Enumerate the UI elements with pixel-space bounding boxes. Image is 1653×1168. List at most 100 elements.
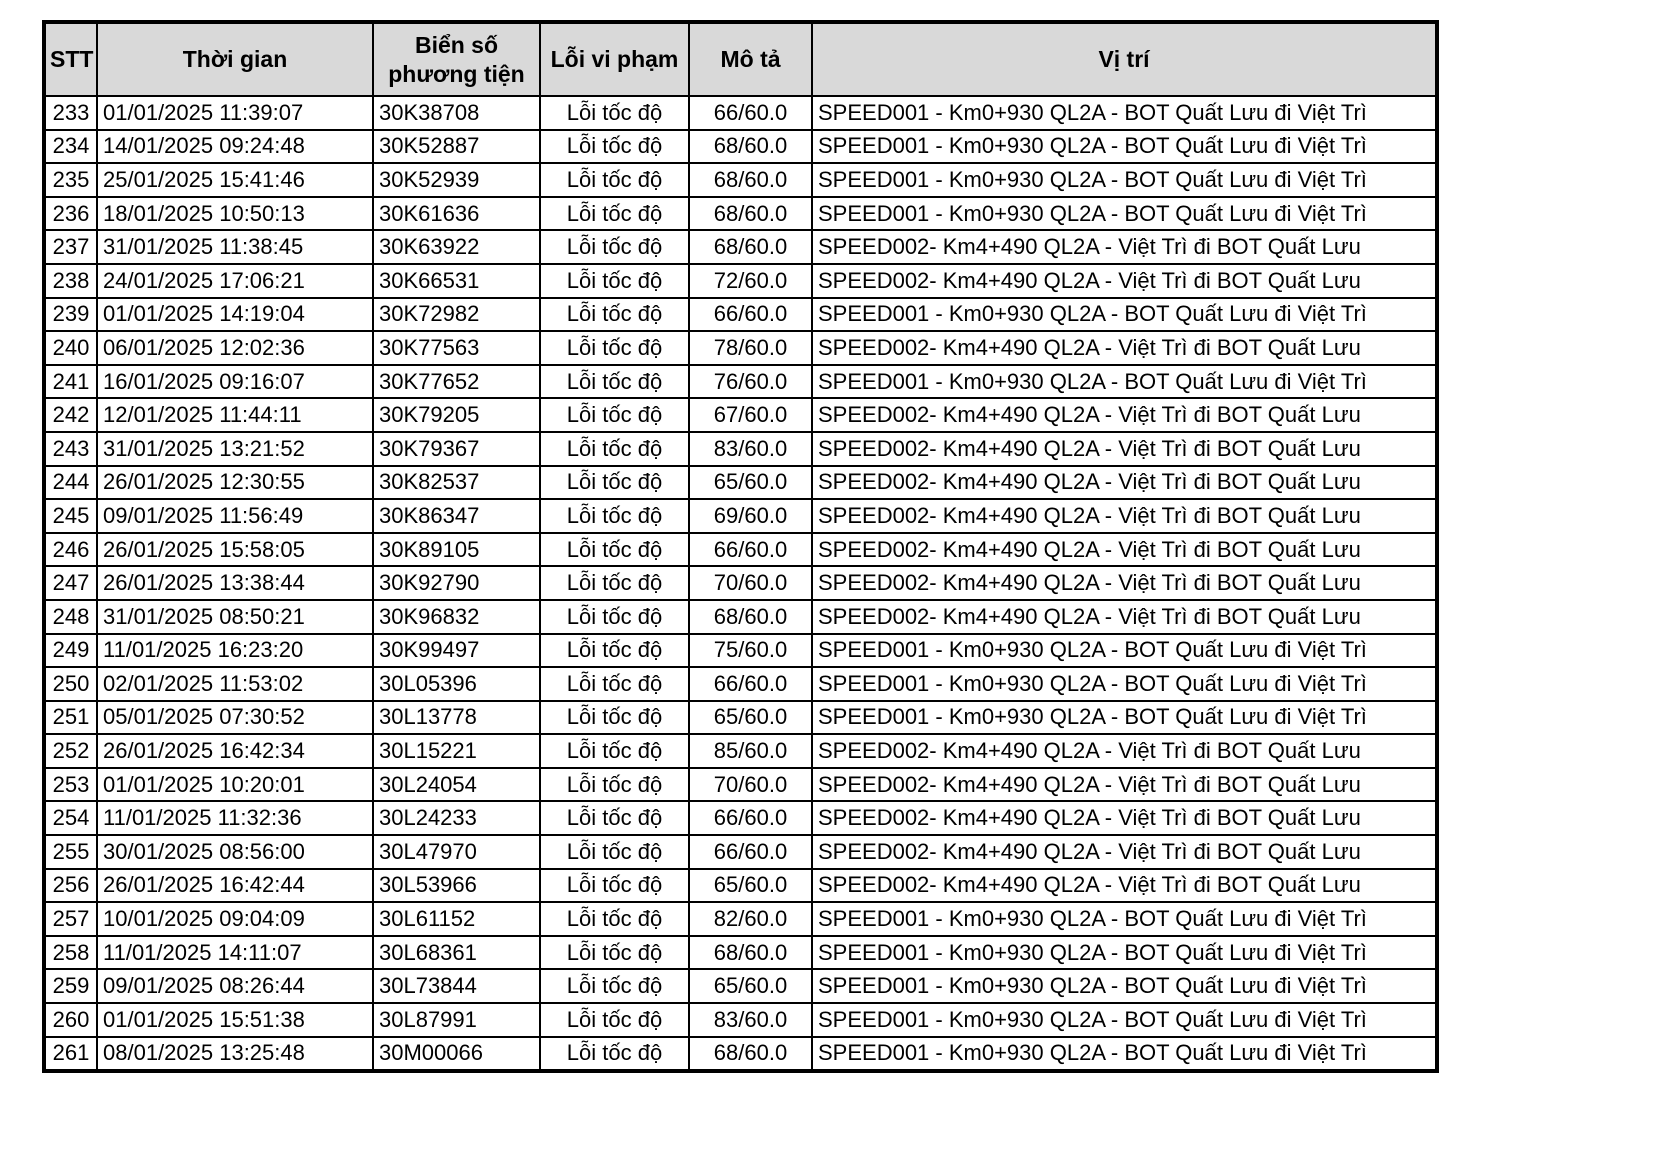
cell-location: SPEED001 - Km0+930 QL2A - BOT Quất Lưu đ… xyxy=(811,1035,1438,1073)
cell-violation: Lỗi tốc độ xyxy=(539,1035,690,1073)
cell-location: SPEED001 - Km0+930 QL2A - BOT Quất Lưu đ… xyxy=(811,968,1438,1005)
cell-plate: 30K66531 xyxy=(372,262,541,299)
cell-plate: 30M00066 xyxy=(372,1035,541,1073)
cell-stt: 236 xyxy=(43,195,98,232)
cell-violation: Lỗi tốc độ xyxy=(539,867,690,904)
cell-description: 85/60.0 xyxy=(688,733,813,769)
cell-violation: Lỗi tốc độ xyxy=(539,565,690,601)
cell-plate: 30L24233 xyxy=(372,800,541,837)
cell-stt: 258 xyxy=(43,934,98,971)
cell-location: SPEED002- Km4+490 QL2A - Việt Trì đi BOT… xyxy=(811,733,1438,769)
violations-table-body: 233 01/01/2025 11:39:07 30K38708 Lỗi tốc độ… xyxy=(43,95,1438,1073)
cell-location: SPEED001 - Km0+930 QL2A - BOT Quất Lưu đ… xyxy=(811,162,1438,198)
table-row: 246 26/01/2025 15:58:05 30K89105 Lỗi tốc độ… xyxy=(43,531,1438,568)
table-row: 254 11/01/2025 11:32:36 30L24233 Lỗi tốc độ… xyxy=(43,800,1438,837)
cell-location: SPEED002- Km4+490 QL2A - Việt Trì đi BOT… xyxy=(811,330,1438,366)
cell-time: 11/01/2025 16:23:20 xyxy=(96,632,374,669)
cell-violation: Lỗi tốc độ xyxy=(539,632,690,669)
cell-stt: 250 xyxy=(43,666,98,702)
cell-location: SPEED002- Km4+490 QL2A - Việt Trì đi BOT… xyxy=(811,598,1438,635)
cell-stt: 252 xyxy=(43,733,98,769)
cell-plate: 30K77652 xyxy=(372,363,541,400)
cell-violation: Lỗi tốc độ xyxy=(539,95,690,131)
cell-time: 12/01/2025 11:44:11 xyxy=(96,397,374,433)
cell-time: 31/01/2025 13:21:52 xyxy=(96,430,374,467)
cell-description: 68/60.0 xyxy=(688,229,813,265)
cell-description: 82/60.0 xyxy=(688,901,813,937)
cell-time: 09/01/2025 11:56:49 xyxy=(96,498,374,534)
table-row: 241 16/01/2025 09:16:07 30K77652 Lỗi tốc độ… xyxy=(43,363,1438,400)
cell-plate: 30L13778 xyxy=(372,699,541,736)
table-row: 249 11/01/2025 16:23:20 30K99497 Lỗi tốc độ… xyxy=(43,632,1438,669)
cell-stt: 238 xyxy=(43,262,98,299)
cell-violation: Lỗi tốc độ xyxy=(539,162,690,198)
cell-plate: 30K63922 xyxy=(372,229,541,265)
cell-violation: Lỗi tốc độ xyxy=(539,229,690,265)
cell-plate: 30K99497 xyxy=(372,632,541,669)
cell-location: SPEED001 - Km0+930 QL2A - BOT Quất Lưu đ… xyxy=(811,699,1438,736)
table-row: 251 05/01/2025 07:30:52 30L13778 Lỗi tốc độ… xyxy=(43,699,1438,736)
cell-violation: Lỗi tốc độ xyxy=(539,397,690,433)
cell-plate: 30L15221 xyxy=(372,733,541,769)
cell-violation: Lỗi tốc độ xyxy=(539,128,690,165)
cell-stt: 247 xyxy=(43,565,98,601)
table-row: 258 11/01/2025 14:11:07 30L68361 Lỗi tốc độ… xyxy=(43,934,1438,971)
cell-time: 08/01/2025 13:25:48 xyxy=(96,1035,374,1073)
table-row: 233 01/01/2025 11:39:07 30K38708 Lỗi tốc độ… xyxy=(43,95,1438,131)
cell-plate: 30K96832 xyxy=(372,598,541,635)
table-row: 237 31/01/2025 11:38:45 30K63922 Lỗi tốc độ… xyxy=(43,229,1438,265)
cell-description: 75/60.0 xyxy=(688,632,813,669)
cell-description: 66/60.0 xyxy=(688,531,813,568)
cell-description: 68/60.0 xyxy=(688,1035,813,1073)
cell-plate: 30K82537 xyxy=(372,464,541,501)
cell-time: 30/01/2025 08:56:00 xyxy=(96,834,374,870)
column-header-plate: Biển số phương tiện xyxy=(372,21,541,97)
column-header-location: Vị trí xyxy=(811,21,1438,97)
cell-location: SPEED001 - Km0+930 QL2A - BOT Quất Lưu đ… xyxy=(811,128,1438,165)
cell-violation: Lỗi tốc độ xyxy=(539,666,690,702)
cell-time: 26/01/2025 16:42:34 xyxy=(96,733,374,769)
cell-plate: 30L87991 xyxy=(372,1002,541,1038)
cell-time: 24/01/2025 17:06:21 xyxy=(96,262,374,299)
cell-location: SPEED001 - Km0+930 QL2A - BOT Quất Lưu đ… xyxy=(811,901,1438,937)
cell-plate: 30K86347 xyxy=(372,498,541,534)
cell-violation: Lỗi tốc độ xyxy=(539,363,690,400)
cell-plate: 30L24054 xyxy=(372,766,541,803)
table-row: 261 08/01/2025 13:25:48 30M00066 Lỗi tốc độ… xyxy=(43,1035,1438,1073)
cell-plate: 30K89105 xyxy=(372,531,541,568)
cell-violation: Lỗi tốc độ xyxy=(539,733,690,769)
cell-time: 16/01/2025 09:16:07 xyxy=(96,363,374,400)
table-row: 242 12/01/2025 11:44:11 30K79205 Lỗi tốc độ… xyxy=(43,397,1438,433)
cell-stt: 235 xyxy=(43,162,98,198)
table-row: 235 25/01/2025 15:41:46 30K52939 Lỗi tốc độ… xyxy=(43,162,1438,198)
table-row: 234 14/01/2025 09:24:48 30K52887 Lỗi tốc độ… xyxy=(43,128,1438,165)
cell-violation: Lỗi tốc độ xyxy=(539,834,690,870)
cell-violation: Lỗi tốc độ xyxy=(539,800,690,837)
cell-stt: 237 xyxy=(43,229,98,265)
cell-plate: 30L73844 xyxy=(372,968,541,1005)
cell-violation: Lỗi tốc độ xyxy=(539,968,690,1005)
violations-table: STT Thời gian Biển số phương tiện Lỗi vi… xyxy=(42,20,1439,1074)
cell-description: 72/60.0 xyxy=(688,262,813,299)
cell-location: SPEED002- Km4+490 QL2A - Việt Trì đi BOT… xyxy=(811,834,1438,870)
cell-location: SPEED002- Km4+490 QL2A - Việt Trì đi BOT… xyxy=(811,262,1438,299)
cell-time: 11/01/2025 11:32:36 xyxy=(96,800,374,837)
cell-plate: 30L68361 xyxy=(372,934,541,971)
cell-description: 66/60.0 xyxy=(688,834,813,870)
cell-time: 25/01/2025 15:41:46 xyxy=(96,162,374,198)
cell-violation: Lỗi tốc độ xyxy=(539,262,690,299)
cell-location: SPEED002- Km4+490 QL2A - Việt Trì đi BOT… xyxy=(811,498,1438,534)
cell-violation: Lỗi tốc độ xyxy=(539,766,690,803)
table-row: 238 24/01/2025 17:06:21 30K66531 Lỗi tốc độ… xyxy=(43,262,1438,299)
cell-violation: Lỗi tốc độ xyxy=(539,464,690,501)
cell-description: 83/60.0 xyxy=(688,1002,813,1038)
cell-violation: Lỗi tốc độ xyxy=(539,330,690,366)
cell-location: SPEED002- Km4+490 QL2A - Việt Trì đi BOT… xyxy=(811,800,1438,837)
cell-location: SPEED001 - Km0+930 QL2A - BOT Quất Lưu đ… xyxy=(811,296,1438,333)
table-row: 245 09/01/2025 11:56:49 30K86347 Lỗi tốc độ… xyxy=(43,498,1438,534)
cell-description: 66/60.0 xyxy=(688,800,813,837)
cell-plate: 30K79367 xyxy=(372,430,541,467)
cell-time: 26/01/2025 13:38:44 xyxy=(96,565,374,601)
cell-description: 76/60.0 xyxy=(688,363,813,400)
